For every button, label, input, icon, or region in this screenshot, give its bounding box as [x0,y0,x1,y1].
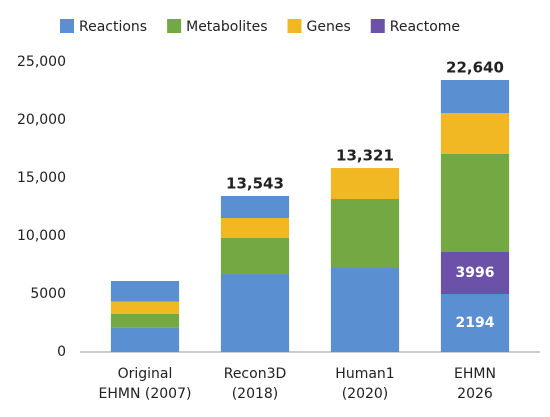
legend-swatch [287,19,302,33]
legend-swatch [370,19,385,33]
bar-segment [440,113,510,154]
legend-label: Reactome [390,19,460,35]
y-tick-label: 25,000 [17,54,66,70]
bar-segment [220,237,290,275]
x-tick-label: Human1 [335,366,394,382]
bar-segment [220,218,290,238]
bar-segment [330,268,400,352]
legend-label: Reactions [79,19,147,35]
bar-segment [330,198,400,269]
x-tick-label: Original [118,366,173,382]
x-tick-label: 2026 [457,386,493,402]
bar-segment [110,281,180,302]
y-tick-label: 5000 [30,286,66,302]
y-tick-label: 20,000 [17,112,66,128]
legend-swatch [60,19,74,33]
bar-segment [110,313,180,328]
legend-label: Genes [307,19,351,35]
total-label: 13,321 [336,147,394,165]
bar-segment [440,252,510,294]
total-label: 22,640 [446,58,504,76]
total-label: 13,543 [226,174,284,192]
bar-segment [440,153,510,253]
bar-segment [440,79,510,114]
segment-label: 2194 [456,315,495,331]
bar-segment [220,274,290,352]
bar-segment [440,294,510,352]
legend-swatch [167,19,182,33]
y-tick-label: 15,000 [17,170,66,186]
bar-segment [110,301,180,314]
bar-segment [330,168,400,199]
x-tick-label: (2020) [342,386,389,402]
y-tick-label: 10,000 [17,228,66,244]
bar-segment [110,327,180,352]
x-tick-label: EHMN [454,366,496,382]
legend-label: Metabolites [186,19,267,35]
y-tick-label: 0 [57,344,66,360]
x-tick-label: (2018) [232,386,279,402]
x-tick-label: Recon3D [224,366,287,382]
x-tick-label: EHMN (2007) [99,386,192,402]
bar-segment [220,195,290,219]
segment-label: 3996 [456,265,495,281]
